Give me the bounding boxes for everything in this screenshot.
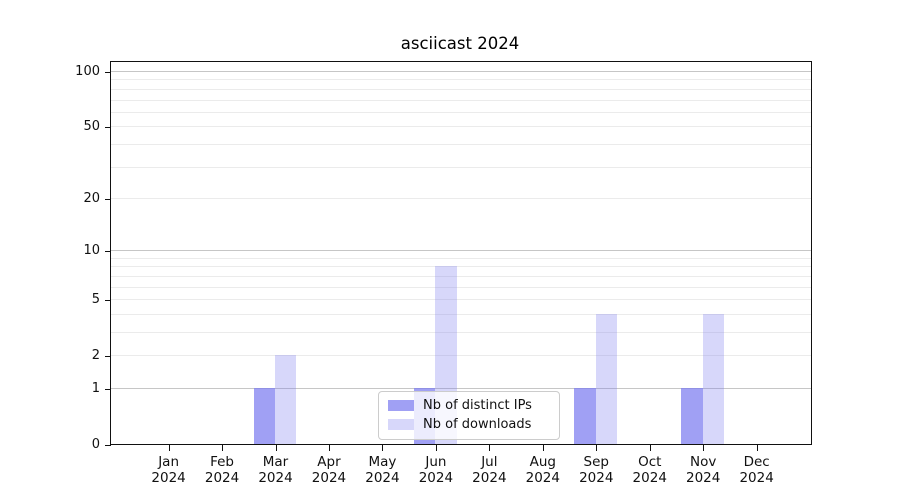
legend-label-distinct-ips: Nb of distinct IPs <box>423 398 532 413</box>
x-tick-label: Jul 2024 <box>459 454 519 486</box>
x-tick-mark <box>756 444 758 451</box>
plot-area <box>110 61 812 445</box>
x-tick-year: 2024 <box>418 470 454 486</box>
x-tick-mark <box>542 444 544 451</box>
x-tick-year: 2024 <box>739 470 774 486</box>
gridline-major <box>111 250 811 252</box>
gridline-minor <box>111 88 811 90</box>
gridline-minor <box>111 313 811 315</box>
legend-swatch-downloads <box>388 419 414 430</box>
gridline-major <box>111 387 811 389</box>
y-tick-mark <box>105 126 111 128</box>
gridline-minor <box>111 257 811 259</box>
x-tick-label: Jan 2024 <box>139 454 199 486</box>
gridline-minor <box>111 126 811 128</box>
y-tick-mark <box>105 299 111 301</box>
bar-distinct-ips <box>681 388 703 444</box>
gridline-minor <box>111 99 811 101</box>
legend: Nb of distinct IPs Nb of downloads <box>378 391 560 440</box>
x-tick-year: 2024 <box>579 470 614 486</box>
gridline-minor <box>111 266 811 268</box>
bar-downloads <box>702 313 724 444</box>
x-tick-label: Jun 2024 <box>406 454 466 486</box>
x-tick-label: Feb 2024 <box>192 454 252 486</box>
gridline-major <box>111 71 811 73</box>
gridline-minor <box>111 299 811 301</box>
x-tick-mark <box>275 444 277 451</box>
x-tick-year: 2024 <box>311 470 347 486</box>
legend-row-downloads: Nb of downloads <box>388 417 550 432</box>
gridline-minor <box>111 197 811 199</box>
x-tick-label: May 2024 <box>352 454 412 486</box>
x-tick-label: Dec 2024 <box>727 454 787 486</box>
y-tick-label: 2 <box>91 348 100 364</box>
y-tick-mark <box>105 198 111 200</box>
x-tick-mark <box>596 444 598 451</box>
x-tick-year: 2024 <box>686 470 721 486</box>
x-tick-year: 2024 <box>258 470 293 486</box>
gridline-minor <box>111 275 811 277</box>
x-tick-label: Mar 2024 <box>246 454 306 486</box>
x-tick-year: 2024 <box>365 470 400 486</box>
x-tick-mark <box>222 444 224 451</box>
gridline-minor <box>111 111 811 113</box>
legend-row-distinct-ips: Nb of distinct IPs <box>388 398 550 413</box>
x-tick-mark <box>703 444 705 451</box>
x-tick-year: 2024 <box>204 470 240 486</box>
bar-downloads <box>595 313 618 444</box>
y-tick-label: 100 <box>75 64 100 80</box>
x-tick-mark <box>489 444 491 451</box>
y-tick-label: 1 <box>91 381 100 397</box>
chart-title: asciicast 2024 <box>400 34 520 53</box>
x-tick-year: 2024 <box>151 470 186 486</box>
y-tick-label: 0 <box>91 437 100 453</box>
x-tick-year: 2024 <box>632 470 667 486</box>
y-tick-mark <box>105 388 111 390</box>
x-tick-label: Nov 2024 <box>673 454 733 486</box>
gridline-minor <box>111 286 811 288</box>
x-tick-mark <box>649 444 651 451</box>
y-tick-mark <box>105 444 111 446</box>
bar-downloads <box>274 355 297 444</box>
y-tick-mark <box>105 355 111 357</box>
legend-label-downloads: Nb of downloads <box>423 417 532 432</box>
y-tick-label: 10 <box>83 243 100 259</box>
x-tick-year: 2024 <box>472 470 507 486</box>
bar-distinct-ips <box>253 388 275 444</box>
bar-distinct-ips <box>574 388 596 444</box>
x-tick-label: Sep 2024 <box>566 454 626 486</box>
y-tick-label: 5 <box>91 292 100 308</box>
y-tick-label: 20 <box>83 191 100 207</box>
gridline-minor <box>111 331 811 333</box>
x-tick-label: Apr 2024 <box>299 454 359 486</box>
legend-swatch-distinct-ips <box>388 400 414 411</box>
gridline-minor <box>111 166 811 168</box>
x-tick-label: Aug 2024 <box>513 454 573 486</box>
gridline-minor <box>111 79 811 81</box>
y-tick-label: 50 <box>83 119 100 135</box>
y-tick-mark <box>105 71 111 73</box>
y-tick-mark <box>105 250 111 252</box>
x-tick-mark <box>168 444 170 451</box>
x-tick-mark <box>382 444 384 451</box>
x-tick-mark <box>328 444 330 451</box>
x-tick-label: Oct 2024 <box>620 454 680 486</box>
x-tick-mark <box>435 444 437 451</box>
gridline-minor <box>111 143 811 145</box>
gridline-minor <box>111 355 811 357</box>
x-tick-year: 2024 <box>525 470 560 486</box>
